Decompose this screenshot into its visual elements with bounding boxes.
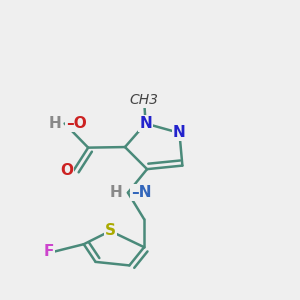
Text: H: H xyxy=(110,185,123,200)
Text: CH3: CH3 xyxy=(130,93,159,107)
Text: O: O xyxy=(60,163,74,178)
Text: N: N xyxy=(173,125,186,140)
Text: –O: –O xyxy=(66,116,87,131)
Text: H: H xyxy=(49,116,62,131)
Text: –N: –N xyxy=(131,185,152,200)
Text: F: F xyxy=(44,244,54,259)
Text: S: S xyxy=(105,224,116,238)
Text: N: N xyxy=(139,116,152,131)
